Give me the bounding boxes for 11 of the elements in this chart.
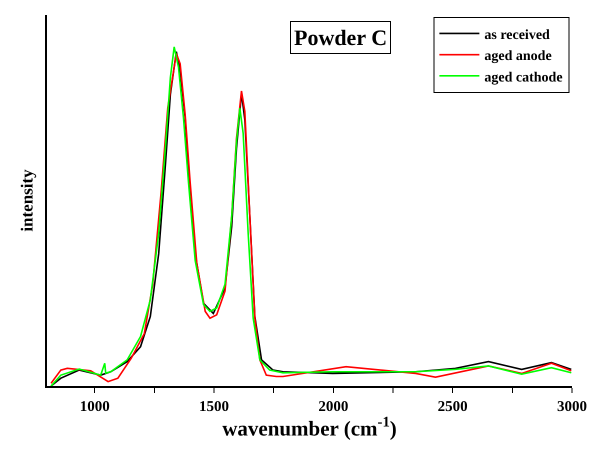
x-tick-label: 1500 (199, 398, 230, 415)
legend-label: aged anode (484, 49, 552, 64)
legend-label: aged cathode (484, 70, 563, 86)
x-tick-label: 1000 (80, 398, 110, 415)
x-tick-label: 3000 (557, 398, 587, 415)
x-tick-label: 2000 (318, 398, 348, 415)
y-axis-title: intensity (17, 168, 36, 232)
chart-title: Powder C (294, 25, 388, 50)
legend-label: as received (484, 28, 550, 43)
x-tick-label: 2500 (438, 398, 468, 415)
x-axis-title: wavenumber (cm$^{-1}$) (222, 414, 397, 441)
